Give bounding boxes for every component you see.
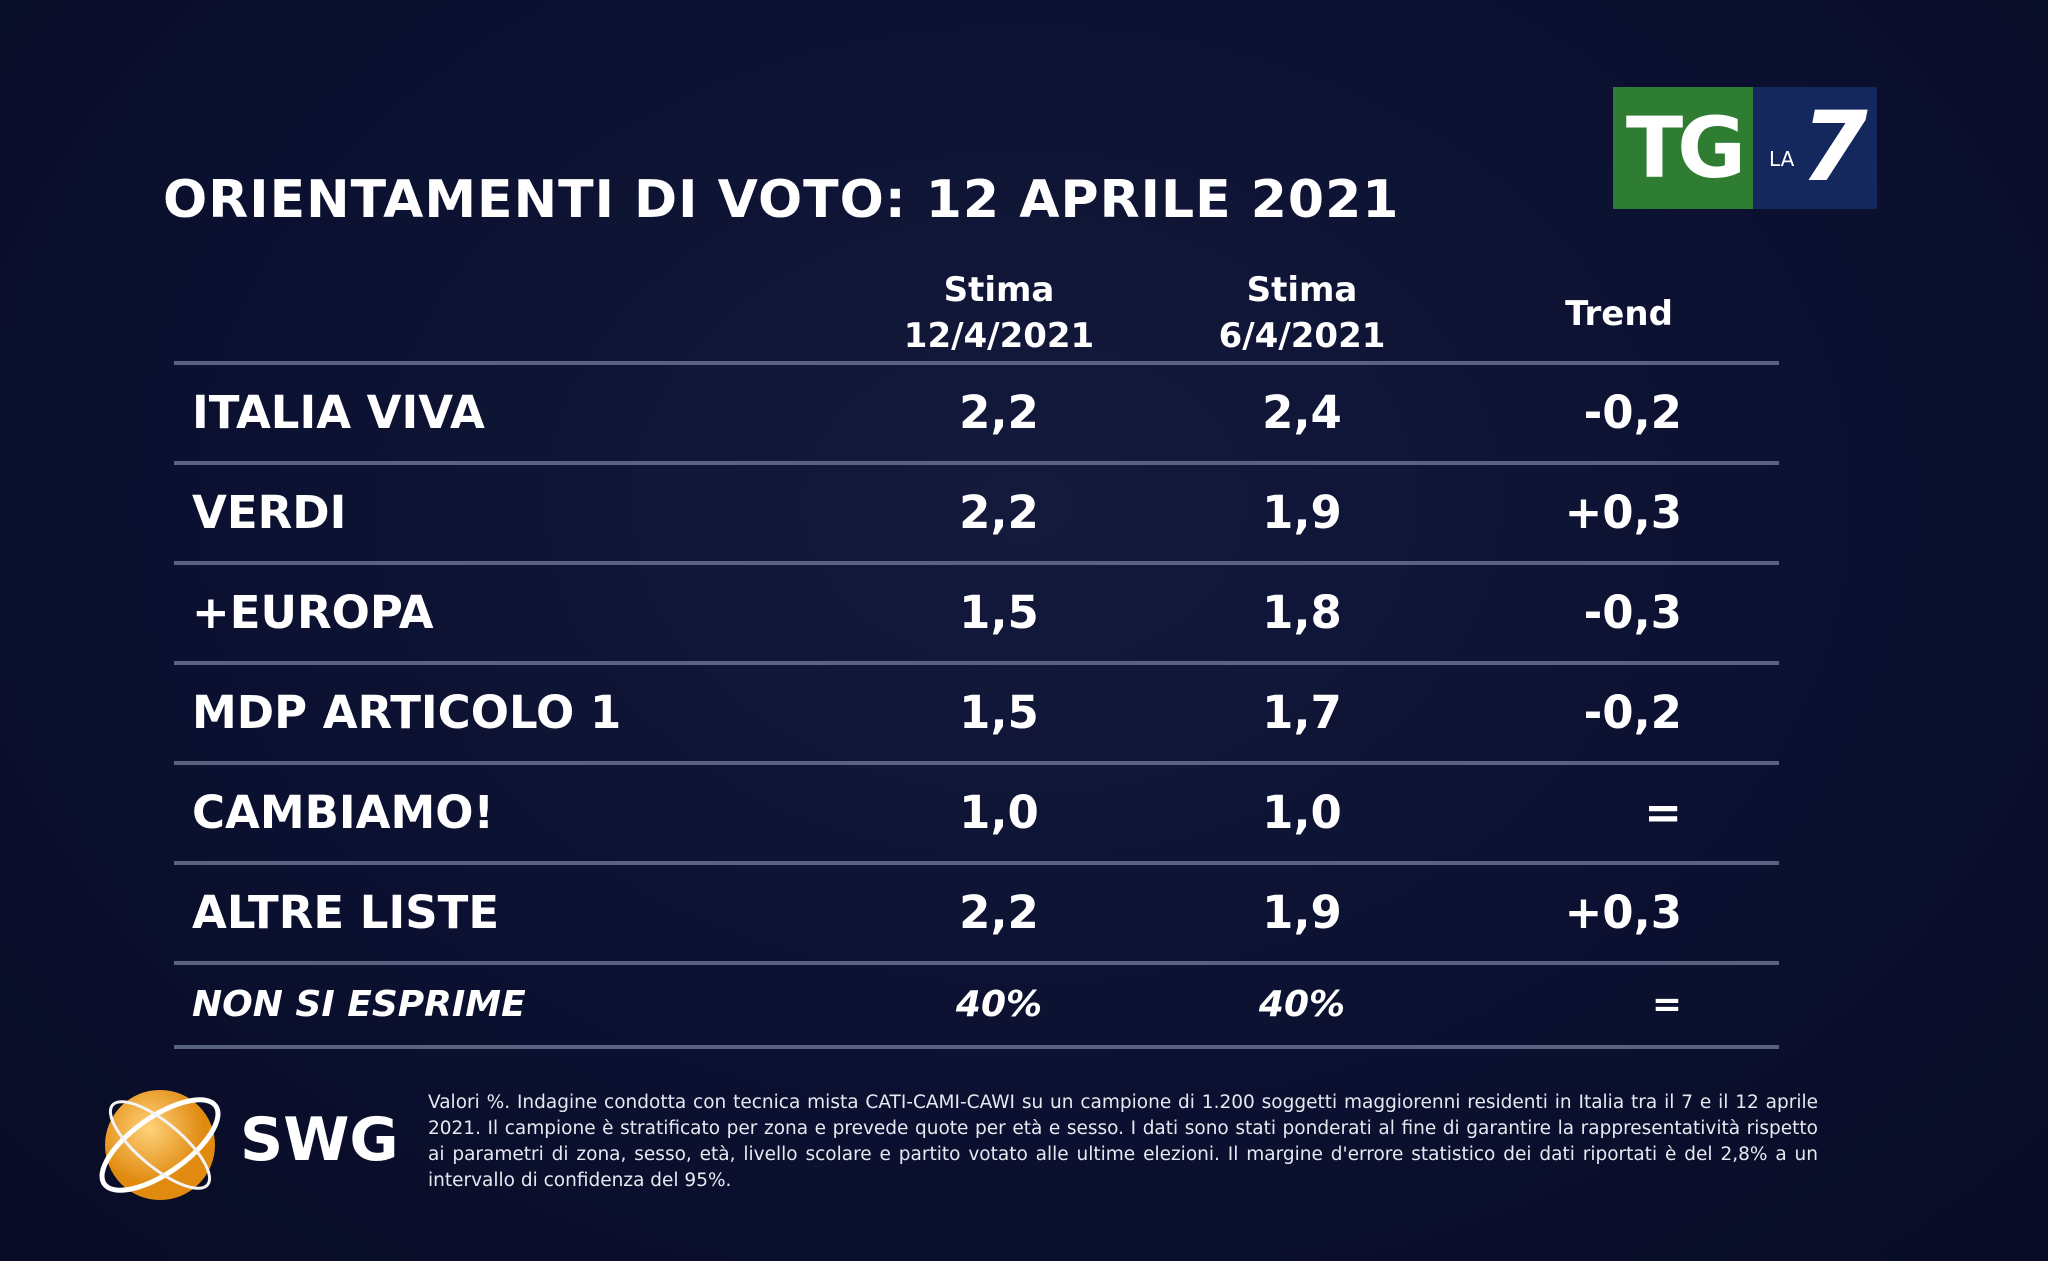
logo-la: LA (1769, 147, 1795, 171)
trend: -0,2 (1583, 686, 1682, 739)
logo-tg: TG (1613, 87, 1753, 209)
logo-seven: 7 (1801, 91, 1868, 203)
swg-globe (99, 1090, 221, 1200)
value: 1,8 (1262, 586, 1342, 639)
trend: = (1651, 984, 1682, 1025)
rule (174, 661, 1779, 665)
trend: -0,2 (1583, 386, 1682, 439)
rule (174, 761, 1779, 765)
row-label: +EUROPA (192, 586, 434, 639)
title: ORIENTAMENTI DI VOTO: 12 APRILE 2021 (163, 170, 1400, 230)
value: 1,0 (959, 786, 1039, 839)
trend: +0,3 (1564, 486, 1682, 539)
value: 2,2 (959, 886, 1039, 939)
footnote: Valori %. Indagine condotta con tecnica … (428, 1092, 1818, 1191)
rule (174, 361, 1779, 365)
column-date: 6/4/2021 (1218, 316, 1386, 356)
value: 2,4 (1262, 386, 1342, 439)
row-label: MDP ARTICOLO 1 (192, 686, 622, 739)
logo-la7: LA 7 (1753, 87, 1877, 209)
value: 40% (1258, 984, 1346, 1025)
value: 2,2 (959, 386, 1039, 439)
rule (174, 861, 1779, 865)
value: 1,9 (1262, 886, 1342, 939)
rule (174, 461, 1779, 465)
value: 40% (955, 984, 1043, 1025)
column-date: 12/4/2021 (903, 316, 1095, 356)
value: 1,0 (1262, 786, 1342, 839)
column-label: Stima (1246, 270, 1358, 310)
trend: = (1644, 786, 1682, 839)
value: 1,7 (1262, 686, 1342, 739)
rule (174, 961, 1779, 965)
rule (174, 561, 1779, 565)
value: 1,5 (959, 586, 1039, 639)
row-label: NON SI ESPRIME (192, 984, 526, 1025)
trend: -0,3 (1583, 586, 1682, 639)
trend: +0,3 (1564, 886, 1682, 939)
row-label: ALTRE LISTE (192, 886, 500, 939)
row-label: CAMBIAMO! (192, 786, 495, 839)
value: 1,5 (959, 686, 1039, 739)
brand: SWG (240, 1105, 399, 1175)
row-label: ITALIA VIVA (192, 386, 485, 439)
value: 2,2 (959, 486, 1039, 539)
column-label: Trend (1565, 294, 1673, 334)
value: 1,9 (1262, 486, 1342, 539)
column-label: Stima (943, 270, 1055, 310)
row-label: VERDI (192, 486, 347, 539)
rule (174, 1045, 1779, 1049)
